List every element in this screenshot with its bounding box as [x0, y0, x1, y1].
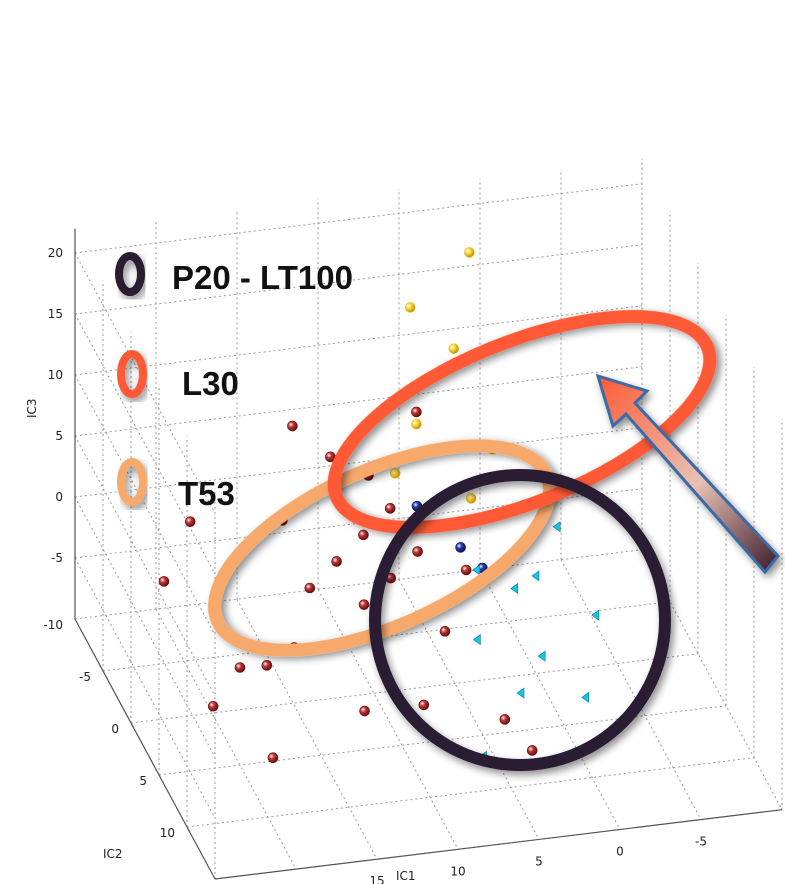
data-point — [184, 516, 196, 527]
data-point — [404, 302, 416, 313]
ellipse-l30 — [327, 310, 717, 534]
grid-line — [641, 549, 783, 810]
data-point — [552, 521, 561, 533]
data-point — [411, 406, 422, 418]
data-point — [207, 700, 219, 712]
data-point — [359, 705, 370, 717]
data-point — [460, 564, 472, 576]
grid-line — [398, 579, 540, 840]
data-point — [331, 556, 342, 567]
legend-item-p20-lt100: P20 - LT100 — [115, 252, 353, 296]
tick-label-ic1: 10 — [450, 864, 465, 878]
axis-title-ic3: IC3 — [25, 398, 39, 418]
data-point — [455, 542, 466, 553]
data-point — [465, 493, 477, 504]
grid-line — [74, 244, 643, 315]
tick-label-ic3: 15 — [48, 307, 63, 321]
data-point — [499, 714, 511, 725]
axis-line-ic2 — [74, 618, 216, 880]
tick-label-ic3: 0 — [55, 490, 63, 504]
tick-label-ic2: 10 — [160, 826, 175, 840]
legend: P20 - LT100 L30 T53 — [115, 252, 353, 512]
data-point — [261, 660, 273, 671]
data-point — [581, 691, 590, 703]
grid-line — [74, 366, 643, 437]
grid-line — [74, 549, 643, 620]
data-point — [472, 564, 481, 576]
legend-swatch-p20-lt100 — [115, 252, 145, 296]
axis-title-ic2: IC2 — [103, 847, 123, 861]
legend-swatch-t53 — [117, 458, 147, 506]
legend-item-t53: T53 — [117, 458, 235, 512]
data-point — [537, 650, 546, 662]
grid-line — [560, 559, 702, 820]
data-point — [412, 546, 423, 557]
grid-line — [74, 374, 216, 636]
data-point — [287, 420, 298, 432]
grid-line — [74, 313, 216, 575]
grid-line — [317, 589, 459, 850]
grid-line — [74, 305, 643, 376]
tick-label-ic1: 0 — [616, 845, 624, 859]
arrow-annotation — [595, 373, 780, 575]
data-point — [418, 699, 430, 711]
data-point — [384, 503, 396, 514]
data-point — [472, 634, 481, 646]
tick-label-ic2: -5 — [79, 670, 91, 684]
data-point — [526, 745, 538, 756]
data-point — [358, 529, 369, 541]
data-point — [510, 582, 519, 595]
data-point — [531, 570, 540, 582]
legend-item-l30: L30 — [117, 350, 239, 402]
data-point — [304, 582, 316, 594]
data-point — [234, 662, 246, 673]
tick-label-ic1: 5 — [535, 854, 543, 868]
data-point — [158, 576, 170, 587]
grid-line — [479, 569, 621, 830]
data-point — [439, 626, 451, 637]
legend-label-l30: L30 — [182, 365, 239, 402]
legend-label-p20-lt100: P20 - LT100 — [172, 259, 353, 296]
grid-line — [74, 183, 643, 254]
grid-line — [186, 757, 755, 828]
data-point — [267, 752, 279, 764]
axis-line-ic1 — [214, 809, 783, 880]
legend-label-t53: T53 — [178, 475, 235, 512]
grid-line — [74, 557, 216, 819]
tick-label-ic1: -5 — [695, 835, 707, 849]
tick-label-ic1: 15 — [369, 874, 384, 884]
data-point — [448, 343, 460, 354]
data-point — [591, 609, 600, 621]
tick-label-ic3: 5 — [55, 429, 63, 443]
data-point — [411, 418, 422, 430]
tick-label-ic3: 20 — [48, 246, 63, 260]
tick-label-ic2: -10 — [43, 618, 63, 632]
tick-label-ic2: 0 — [111, 722, 119, 736]
grid-line — [74, 252, 216, 514]
legend-swatch-l30 — [117, 350, 147, 398]
data-point — [464, 247, 475, 258]
grid-line — [74, 435, 216, 697]
axis-title-ic1: IC1 — [396, 869, 416, 883]
grid-line — [236, 598, 378, 860]
data-point — [358, 599, 370, 610]
tick-label-ic2: 5 — [139, 774, 147, 788]
grid-line — [74, 496, 216, 758]
tick-label-ic3: -5 — [51, 551, 63, 565]
data-point — [389, 468, 401, 479]
tick-label-ic3: 10 — [48, 368, 63, 382]
grid-line — [74, 427, 643, 498]
grid-line — [155, 608, 297, 870]
circle-p20-lt100 — [369, 469, 671, 771]
grid-line — [130, 653, 699, 724]
data-point — [516, 687, 525, 699]
